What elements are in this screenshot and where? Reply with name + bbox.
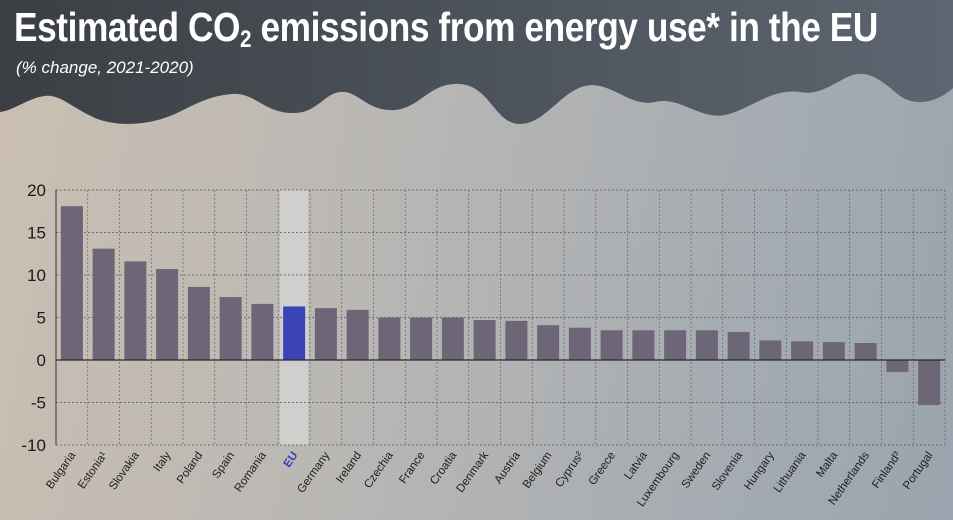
title-suffix: emissions from energy use* in the EU — [251, 4, 878, 50]
x-tick-label: Latvia — [622, 449, 650, 482]
x-tick-label: Spain — [210, 450, 237, 481]
bar-eu — [283, 306, 306, 360]
bar-france — [410, 317, 433, 360]
x-tick-label: Croatia — [428, 449, 459, 487]
bar-romania — [251, 303, 274, 360]
y-tick-label: 10 — [27, 266, 46, 285]
bar-bulgaria — [60, 206, 83, 360]
y-tick-label: -5 — [31, 394, 46, 413]
bar-belgium — [537, 325, 560, 360]
x-tick-label: Italy — [152, 450, 174, 474]
bar-slovenia — [727, 331, 750, 360]
bar-germany — [314, 308, 337, 360]
bar-luxembourg — [664, 330, 687, 360]
bar-malta — [822, 342, 845, 360]
x-tick-label: Bulgaria — [44, 449, 78, 491]
bar-austria — [505, 320, 528, 360]
title-prefix: Estimated CO — [14, 4, 241, 50]
x-tick-label: Finland³ — [870, 450, 904, 491]
x-tick-label: Cyprus² — [553, 450, 586, 490]
bar-czechia — [378, 317, 401, 360]
x-tick-label: EU — [282, 450, 301, 470]
y-tick-label: 0 — [37, 351, 46, 370]
x-tick-label: Lithuania — [772, 449, 809, 495]
bar-sweden — [695, 330, 718, 360]
x-tick-label: Hungary — [742, 450, 777, 493]
x-tick-label: Greece — [587, 450, 618, 488]
x-tick-label: Czechia — [362, 449, 396, 490]
y-tick-label: 15 — [27, 224, 46, 243]
x-tick-label: Slovenia — [710, 449, 745, 493]
bar-portugal — [918, 360, 941, 406]
bar-spain — [219, 297, 242, 360]
bar-denmark — [473, 320, 496, 360]
y-tick-label: -10 — [21, 436, 46, 455]
bar-ireland — [346, 309, 369, 360]
x-tick-label: Germany — [295, 450, 332, 496]
bar-croatia — [441, 317, 464, 360]
x-tick-label: Ireland — [334, 450, 364, 486]
x-tick-label: Denmark — [454, 450, 491, 495]
bar-finland — [886, 360, 909, 372]
x-tick-label: Sweden — [680, 450, 714, 491]
title-subscript: 2 — [240, 26, 252, 53]
y-tick-label: 5 — [37, 309, 46, 328]
bar-netherlands — [854, 343, 877, 360]
chart-title: Estimated CO2 emissions from energy use*… — [14, 4, 878, 54]
bar-greece — [600, 330, 623, 360]
bar-slovakia — [124, 261, 147, 360]
bar-latvia — [632, 330, 655, 360]
x-tick-label: Belgium — [521, 450, 555, 491]
bar-lithuania — [791, 341, 814, 360]
x-tick-label: Austria — [492, 449, 523, 486]
x-tick-label: France — [397, 450, 427, 486]
bar-cyprus — [568, 327, 591, 360]
y-tick-label: 20 — [27, 181, 46, 200]
x-tick-label: Estonia¹ — [76, 450, 110, 492]
bar-estonia — [92, 248, 115, 360]
bar-hungary — [759, 340, 782, 360]
cloud-background — [0, 0, 953, 124]
x-tick-label: Malta — [814, 449, 840, 479]
bar-italy — [156, 269, 179, 360]
x-tick-label: Slovakia — [107, 449, 142, 492]
x-tick-label: Poland — [175, 450, 205, 486]
x-tick-label: Portugal — [901, 450, 935, 492]
bar-poland — [187, 286, 210, 360]
chart-subtitle: (% change, 2021-2020) — [16, 58, 194, 77]
x-tick-label: Romania — [233, 449, 270, 494]
